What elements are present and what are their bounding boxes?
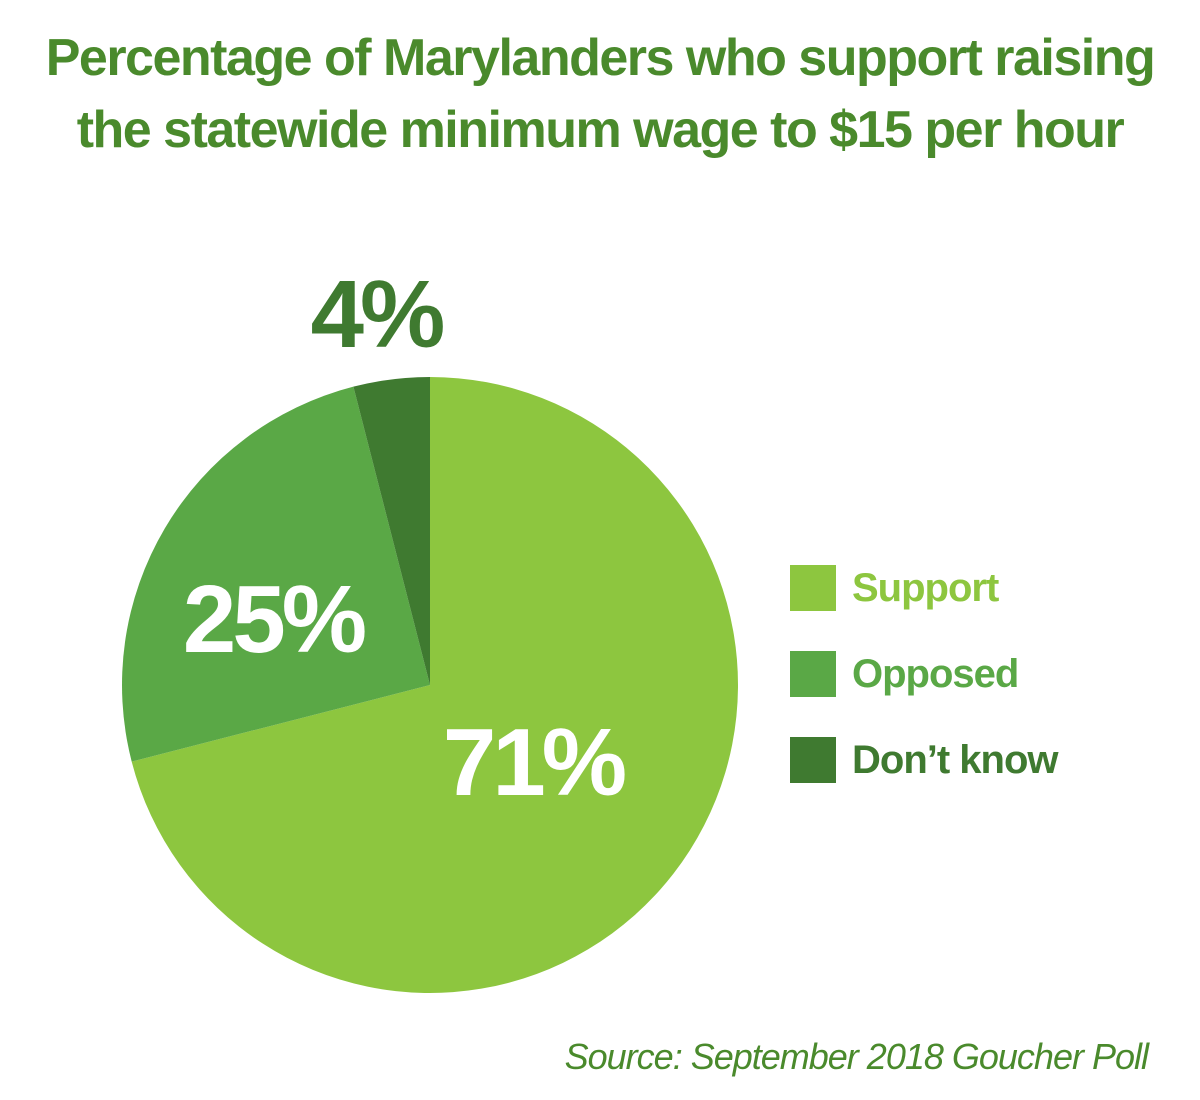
- source-note: Source: September 2018 Goucher Poll: [564, 1036, 1149, 1077]
- pie-slice-opposed: [122, 386, 431, 762]
- pie-slice-support: [131, 377, 739, 993]
- pie-label-dont-know: 4%: [311, 261, 443, 368]
- legend-swatch-support: [790, 565, 836, 611]
- chart-title: Percentage of Marylanders who support ra…: [0, 22, 1200, 166]
- legend: Support Opposed Don’t know: [790, 545, 1059, 803]
- legend-label-opposed: Opposed: [852, 651, 1019, 696]
- pie-labels: 71% 25% 4%: [183, 261, 629, 816]
- legend-item-dont-know: Don’t know: [790, 717, 1059, 803]
- pie-slices: [122, 377, 739, 993]
- legend-item-support: Support: [790, 545, 1058, 631]
- legend-label-dont-know: Don’t know: [852, 737, 1059, 782]
- pie-slice-dont-know: [353, 377, 430, 685]
- chart-title-line-1: Percentage of Marylanders who support ra…: [45, 29, 1156, 87]
- pie-label-support: 71%: [443, 709, 625, 816]
- chart-title-line-2: the statewide minimum wage to $15 per ho…: [76, 101, 1125, 159]
- legend-label-support: Support: [852, 565, 999, 610]
- pie-label-opposed: 25%: [183, 566, 365, 673]
- legend-item-opposed: Opposed: [790, 631, 1058, 717]
- legend-swatch-opposed: [790, 651, 836, 697]
- legend-swatch-dont-know: [790, 737, 836, 783]
